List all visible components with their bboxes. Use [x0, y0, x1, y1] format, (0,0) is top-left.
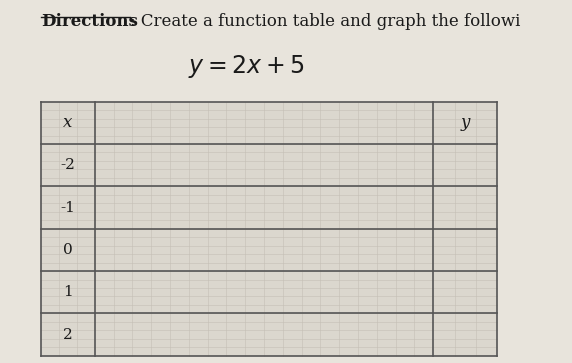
Text: 0: 0 [63, 243, 73, 257]
Text: x: x [63, 114, 73, 131]
Text: 1: 1 [63, 285, 73, 299]
Text: Directions: Directions [41, 13, 138, 30]
Text: $y = 2x + 5$: $y = 2x + 5$ [188, 53, 304, 79]
Text: 2: 2 [63, 327, 73, 342]
Bar [41, 102, 498, 356]
Text: -2: -2 [61, 158, 76, 172]
Text: -1: -1 [61, 200, 76, 215]
Text: y: y [460, 114, 470, 131]
Text: : Create a function table and graph the followi: : Create a function table and graph the … [130, 13, 520, 30]
